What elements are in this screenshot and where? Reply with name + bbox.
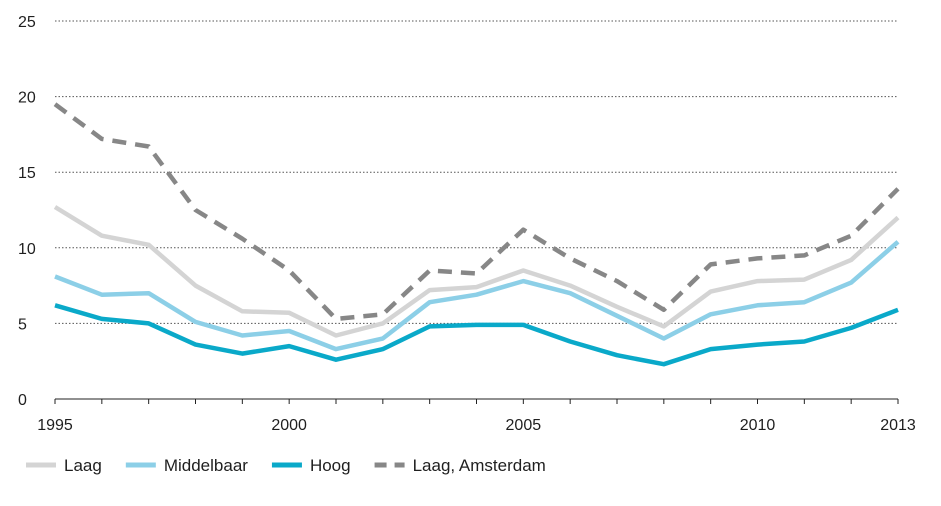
legend-label-laag-amsterdam: Laag, Amsterdam xyxy=(413,456,546,475)
x-tick-label-2010: 2010 xyxy=(740,417,776,434)
legend-label-middelbaar: Middelbaar xyxy=(164,456,248,475)
legend-label-laag: Laag xyxy=(64,456,102,475)
axes xyxy=(54,398,899,404)
series-lines xyxy=(53,102,900,367)
legend: Laag Middelbaar Hoog Laag, Amsterdam xyxy=(26,456,546,475)
y-tick-label-20: 20 xyxy=(18,90,36,107)
y-tick-label-10: 10 xyxy=(18,241,36,258)
x-tick-label-2013: 2013 xyxy=(880,417,916,434)
x-tick-label-1995: 1995 xyxy=(37,417,73,434)
y-tick-label-0: 0 xyxy=(18,392,27,409)
tick-labels: 0 5 10 15 20 25 1995 2000 2005 2010 2013 xyxy=(18,14,916,434)
y-tick-label-5: 5 xyxy=(18,316,27,333)
series-line-middelbaar xyxy=(54,240,900,352)
series-line-hoog xyxy=(54,303,899,367)
x-tick-label-2000: 2000 xyxy=(271,417,307,434)
legend-label-hoog: Hoog xyxy=(310,456,351,475)
series-line-laag xyxy=(53,205,900,338)
series-line-laag-amsterdam xyxy=(53,102,900,322)
y-tick-label-15: 15 xyxy=(18,165,36,182)
y-tick-label-25: 25 xyxy=(18,14,36,31)
x-tick-label-2005: 2005 xyxy=(506,417,542,434)
gridlines xyxy=(55,20,898,324)
